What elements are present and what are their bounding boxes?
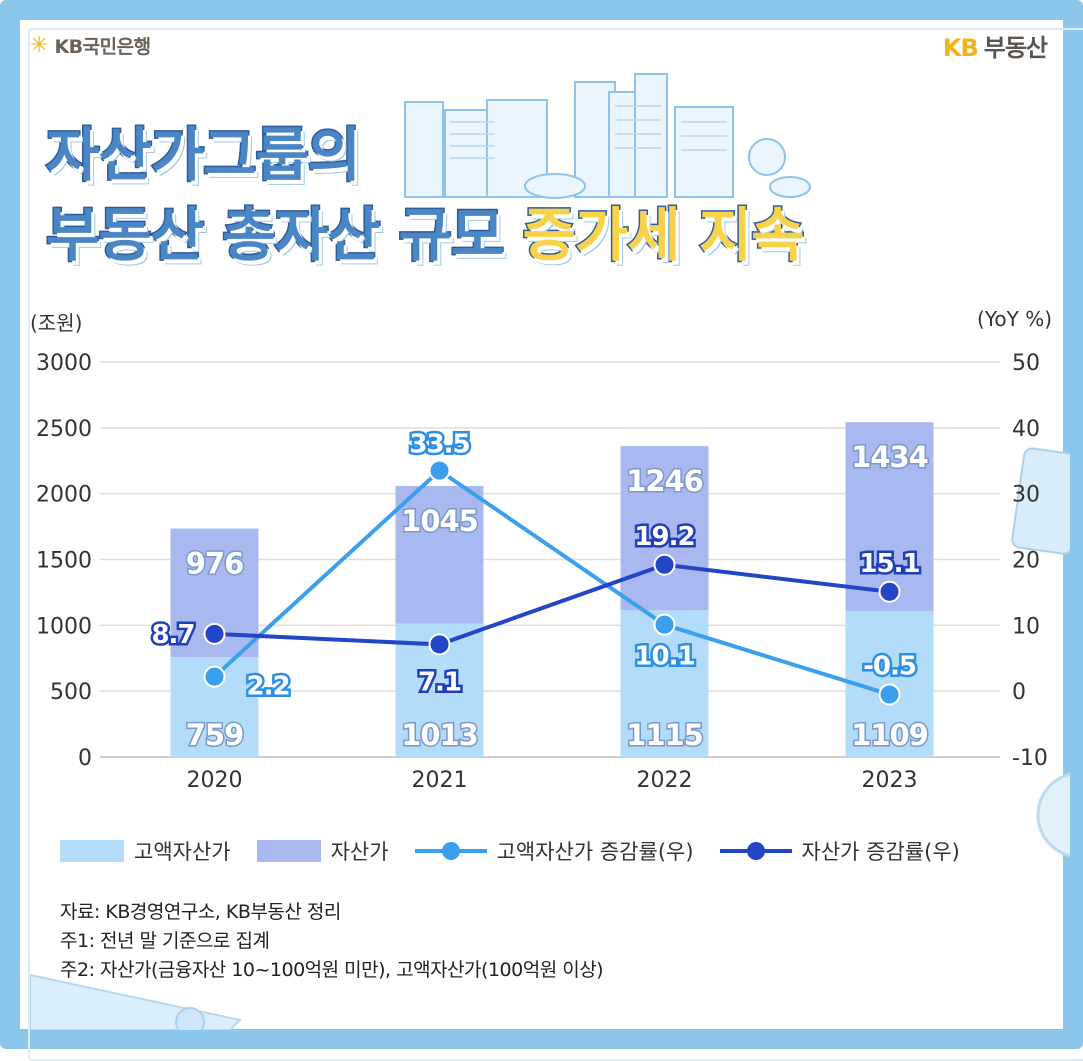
bar-label-high-asset: 1109 (851, 718, 928, 752)
bar-label-asset: 976 (186, 547, 244, 581)
coin-decoration-right (1036, 772, 1070, 858)
point-asset-rate (878, 580, 901, 603)
legend-item-high-asset-rate: 고액자산가 증감률(우) (414, 836, 694, 866)
title-highlight: 증가세 지속 (521, 200, 806, 271)
note-2: 주2: 자산가(금융자산 10~100억원 미만), 고액자산가(100억원 이… (60, 959, 604, 981)
bars: 759 976 1013 1045 1115 1246 1109 1434 (170, 422, 934, 757)
note-source: 자료: KB경영연구소, KB부동산 정리 (60, 901, 341, 923)
bar-asset (395, 486, 484, 624)
brand-realestate: 부동산 (983, 34, 1048, 62)
right-axis-label: (YoY %) (977, 307, 1052, 331)
x-axis-ticks: 2020 2021 2022 2023 (187, 768, 918, 793)
kb-star-icon: ✳ (30, 32, 49, 58)
bar-asset (620, 446, 709, 611)
left-axis-label: (조원) (30, 311, 82, 335)
bar-label-high-asset: 759 (186, 718, 244, 752)
left-tick-label: 0 (78, 746, 92, 771)
legend-line-asset-rate (719, 840, 792, 862)
legend-swatch-asset (256, 840, 321, 862)
point-label-high-asset-rate: -0.5 (863, 651, 916, 681)
bank-name: KB국민은행 (54, 36, 151, 58)
banknote-decoration-bottom (30, 973, 243, 1030)
x-tick-label: 2023 (862, 768, 918, 793)
point-high-asset-rate (878, 683, 901, 706)
bar-label-asset: 1045 (401, 504, 478, 538)
right-tick-label: 10 (1012, 614, 1040, 639)
legend-item-high-asset: 고액자산가 (60, 836, 231, 866)
point-high-asset-rate (428, 459, 451, 482)
bar-label-asset: 1246 (626, 464, 703, 498)
bar-label-high-asset: 1013 (401, 718, 478, 752)
kb-realestate-logo: KB 부동산 (942, 28, 1048, 63)
legend-swatch-high-asset (60, 840, 124, 862)
point-label-high-asset-rate: 2.2 (247, 672, 290, 702)
left-tick-label: 1000 (36, 614, 92, 639)
title-line-1: 자산가그룹의 (44, 120, 362, 191)
right-tick-label: -10 (1012, 746, 1048, 771)
title-line-2-prefix: 부동산 총자산 규모 (44, 200, 523, 271)
right-tick-label: 40 (1012, 417, 1040, 442)
x-tick-label: 2021 (412, 768, 468, 793)
legend-line-high-asset-rate (414, 840, 487, 862)
x-tick-label: 2022 (637, 768, 693, 793)
point-label-asset-rate: 7.1 (418, 667, 461, 697)
banknote-decoration-right (1011, 447, 1070, 555)
left-axis-ticks: 0 500 1000 1500 2000 2500 3000 (36, 351, 92, 771)
legend-item-asset-rate: 자산가 증감률(우) (719, 836, 960, 866)
brand-kb: KB (942, 34, 979, 62)
legend-label-asset: 자산가 (330, 840, 389, 864)
point-label-asset-rate: 19.2 (634, 522, 694, 552)
point-asset-rate (428, 633, 451, 656)
source-notes: 자료: KB경영연구소, KB부동산 정리 주1: 전년 말 기준으로 집계 주… (60, 898, 604, 985)
right-tick-label: 0 (1012, 680, 1026, 705)
bar-label-high-asset: 1115 (626, 718, 703, 752)
note-1: 주1: 전년 말 기준으로 집계 (60, 930, 270, 952)
left-tick-label: 1500 (36, 549, 92, 574)
right-tick-label: 30 (1012, 483, 1040, 508)
legend-label-asset-rate: 자산가 증감률(우) (801, 840, 960, 864)
city-skyline-illustration (404, 73, 811, 199)
point-label-asset-rate: 15.1 (859, 549, 919, 579)
right-tick-label: 20 (1012, 549, 1040, 574)
point-label-high-asset-rate: 10.1 (634, 642, 694, 672)
point-label-asset-rate: 8.7 (151, 620, 194, 650)
bar-asset (845, 422, 934, 611)
point-label-high-asset-rate: 33.5 (409, 430, 469, 460)
point-asset-rate (203, 622, 226, 645)
x-tick-label: 2020 (187, 768, 243, 793)
line-high-asset-rate (213, 468, 891, 697)
point-high-asset-rate (203, 665, 226, 688)
left-tick-label: 3000 (36, 351, 92, 376)
left-tick-label: 500 (50, 680, 92, 705)
line-asset-rate (214, 562, 890, 647)
legend-label-high-asset: 고액자산가 (134, 840, 231, 864)
legend-label-high-asset-rate: 고액자산가 증감률(우) (496, 840, 694, 864)
title-line-2: 부동산 총자산 규모 증가세 지속 (44, 188, 806, 272)
bar-label-asset: 1434 (851, 440, 928, 474)
left-tick-label: 2000 (36, 483, 92, 508)
lines: 2.2 33.5 10.1 -0.5 8.7 7.1 19.2 15.1 (149, 427, 923, 706)
kb-bank-logo: ✳ KB국민은행 (30, 32, 151, 59)
left-tick-label: 2500 (36, 417, 92, 442)
point-asset-rate (653, 553, 676, 576)
point-high-asset-rate (653, 613, 676, 636)
right-tick-label: 50 (1012, 351, 1040, 376)
right-axis-ticks: -10 0 10 20 30 40 50 (1012, 351, 1048, 771)
legend: 고액자산가 자산가 고액자산가 증감률(우) 자산가 증감률(우) (60, 836, 986, 866)
legend-item-asset: 자산가 (256, 836, 389, 866)
